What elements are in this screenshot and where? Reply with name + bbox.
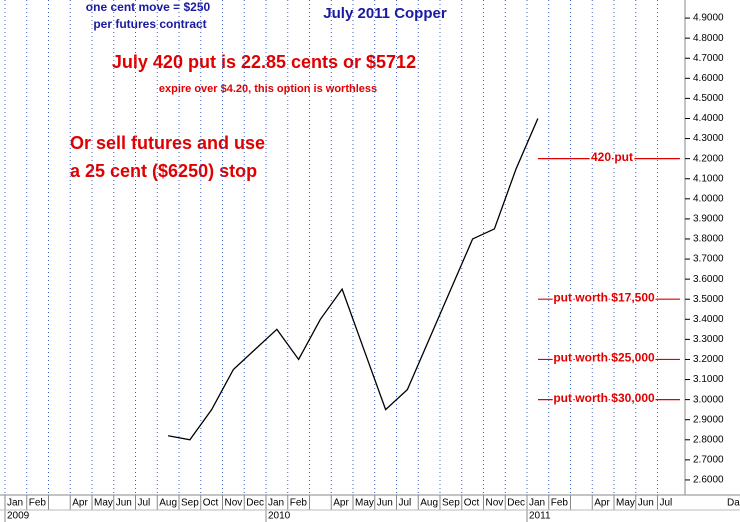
x-tick-label: Apr: [333, 498, 349, 509]
x-tick-label: Dec: [246, 498, 264, 509]
note: expire over $4.20, this option is worthl…: [159, 83, 377, 95]
x-tick-label: May: [616, 498, 635, 509]
y-tick-label: 4.3000: [693, 133, 724, 144]
x-tick-label: Feb: [290, 498, 308, 509]
x-tick-label: Aug: [420, 498, 438, 509]
y-tick-label: 3.3000: [693, 334, 724, 345]
x-tick-label: Jun: [638, 498, 654, 509]
x-tick-label: May: [355, 498, 374, 509]
level-label: put worth $30,000: [553, 391, 655, 405]
y-tick-label: 3.9000: [693, 214, 724, 225]
year-label: 2011: [529, 511, 551, 522]
x-tick-label: Jul: [660, 498, 673, 509]
x-tick-label: Oct: [464, 498, 480, 509]
x-tick-label: Feb: [29, 498, 47, 509]
level-label: 420 put: [591, 150, 633, 164]
y-tick-label: 2.9000: [693, 414, 724, 425]
x-tick-label: Apr: [72, 498, 88, 509]
x-tick-label: May: [94, 498, 113, 509]
x-tick-label: Jun: [116, 498, 132, 509]
y-tick-label: 3.8000: [693, 234, 724, 245]
y-tick-label: 4.7000: [693, 53, 724, 64]
x-tick-label: Nov: [486, 498, 504, 509]
x-tick-label: Jul: [399, 498, 412, 509]
x-tick-label: Dec: [507, 498, 525, 509]
level-label: put worth $17,500: [553, 290, 655, 304]
y-tick-label: 2.8000: [693, 434, 724, 445]
x-tick-label: Aug: [159, 498, 177, 509]
y-tick-label: 4.0000: [693, 193, 724, 204]
y-tick-label: 4.4000: [693, 113, 724, 124]
chart-title: July 2011 Copper: [323, 5, 447, 22]
y-tick-label: 4.9000: [693, 13, 724, 24]
x-tick-label: Apr: [594, 498, 610, 509]
x-tick-label: Sep: [181, 498, 199, 509]
y-tick-label: 3.4000: [693, 314, 724, 325]
x-tick-label: Oct: [203, 498, 219, 509]
x-tick-label: Feb: [551, 498, 569, 509]
level-label: put worth $25,000: [553, 351, 655, 365]
headline: July 420 put is 22.85 cents or $5712: [112, 52, 416, 72]
x-tick-label: Jul: [138, 498, 151, 509]
x-tick-label: Jan: [7, 498, 23, 509]
subtitle: per futures contract: [93, 17, 206, 31]
y-tick-label: 3.6000: [693, 274, 724, 285]
y-tick-label: 3.2000: [693, 354, 724, 365]
x-tick-label: Jun: [377, 498, 393, 509]
x-tick-label: Nov: [225, 498, 243, 509]
y-tick-label: 2.6000: [693, 475, 724, 486]
x-tick-label: Jan: [268, 498, 284, 509]
x-axis-label: Da: [727, 498, 740, 509]
y-tick-label: 4.6000: [693, 73, 724, 84]
y-tick-label: 3.1000: [693, 374, 724, 385]
y-tick-label: 4.8000: [693, 33, 724, 44]
advice: a 25 cent ($6250) stop: [70, 161, 257, 181]
y-tick-label: 3.7000: [693, 254, 724, 265]
year-label: 2009: [7, 511, 30, 522]
y-tick-label: 3.5000: [693, 294, 724, 305]
price-line: [168, 118, 539, 441]
y-tick-label: 4.5000: [693, 93, 724, 104]
y-tick-label: 3.0000: [693, 394, 724, 405]
y-tick-label: 4.1000: [693, 173, 724, 184]
y-tick-label: 2.7000: [693, 454, 724, 465]
advice: Or sell futures and use: [70, 133, 265, 153]
subtitle: one cent move = $250: [86, 0, 211, 14]
x-tick-label: Jan: [529, 498, 545, 509]
year-label: 2010: [268, 511, 291, 522]
x-tick-label: Sep: [442, 498, 460, 509]
y-tick-label: 4.2000: [693, 153, 724, 164]
